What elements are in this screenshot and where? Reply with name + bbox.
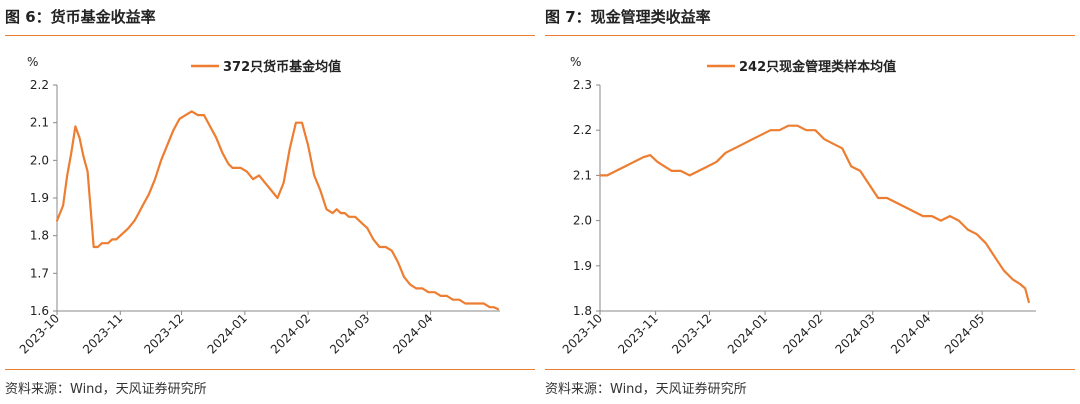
series-line bbox=[55, 110, 500, 311]
x-tick-label: 2023-12 bbox=[141, 311, 186, 356]
source-note: 资料来源：Wind，天风证券研究所 bbox=[545, 382, 747, 397]
x-tick-label: 2023-12 bbox=[669, 311, 714, 356]
line-chart: % 372只货币基金均值 1.6 1.7 1.8 1.9 2.0 2.1 2.2 2023-10 2… bbox=[17, 55, 500, 357]
y-tick-label: 2.3 bbox=[573, 78, 592, 92]
x-tick-label: 2023-11 bbox=[80, 311, 125, 356]
x-tick-label: 2024-01 bbox=[725, 311, 770, 356]
x-tick-label: 2024-05 bbox=[942, 311, 987, 356]
legend: 242只现金管理类样本均值 bbox=[707, 59, 896, 75]
chart-title: 图 7：现金管理类收益率 bbox=[545, 8, 711, 26]
series-line bbox=[598, 124, 1030, 304]
x-tick-label: 2024-02 bbox=[780, 311, 825, 356]
y-tick-label: 2.2 bbox=[30, 78, 49, 92]
y-tick-label: 1.8 bbox=[573, 304, 592, 318]
legend: 372只货币基金均值 bbox=[191, 59, 341, 75]
x-tick-label: 2024-02 bbox=[268, 311, 313, 356]
title-divider bbox=[5, 35, 535, 36]
legend-label: 372只货币基金均值 bbox=[223, 59, 341, 75]
y-tick-label: 2.0 bbox=[30, 153, 49, 167]
x-tick-label: 2024-03 bbox=[327, 311, 372, 356]
x-tick-label: 2023-11 bbox=[615, 311, 660, 356]
x-tick-label: 2023-10 bbox=[560, 311, 605, 356]
y-tick-label: 2.1 bbox=[30, 116, 49, 130]
x-tick-label: 2024-03 bbox=[832, 311, 877, 356]
y-tick-label: 2.1 bbox=[573, 168, 592, 182]
chart-title: 图 6：货币基金收益率 bbox=[5, 8, 156, 26]
y-tick-label: 2.2 bbox=[573, 123, 592, 137]
x-tick-label: 2024-01 bbox=[205, 311, 250, 356]
chart-panel-cash-management-yield: 图 7：现金管理类收益率 % 242只现金管理类样本均值 1.8 1.9 2.0 2.1 2… bbox=[545, 0, 1075, 404]
bottom-divider bbox=[5, 369, 535, 370]
y-tick-label: 1.9 bbox=[573, 259, 592, 273]
bottom-divider bbox=[545, 369, 1075, 370]
y-tick-label: 1.7 bbox=[30, 266, 49, 280]
x-tick-label: 2024-04 bbox=[390, 311, 435, 356]
title-divider bbox=[545, 35, 1075, 36]
y-tick-label: 1.9 bbox=[30, 191, 49, 205]
source-note: 资料来源：Wind，天风证券研究所 bbox=[5, 382, 207, 397]
y-tick-label: 2.0 bbox=[573, 214, 592, 228]
legend-label: 242只现金管理类样本均值 bbox=[739, 59, 896, 75]
y-tick-label: 1.6 bbox=[30, 304, 49, 318]
x-tick-label: 2024-04 bbox=[888, 311, 933, 356]
y-unit-label: % bbox=[570, 55, 581, 69]
y-unit-label: % bbox=[27, 55, 38, 69]
y-tick-label: 1.8 bbox=[30, 229, 49, 243]
chart-panel-money-fund-yield: 图 6：货币基金收益率 % 372只货币基金均值 1.6 1.7 1.8 1.9 2.0 2.… bbox=[5, 0, 535, 404]
x-tick-label: 2023-10 bbox=[17, 311, 62, 356]
